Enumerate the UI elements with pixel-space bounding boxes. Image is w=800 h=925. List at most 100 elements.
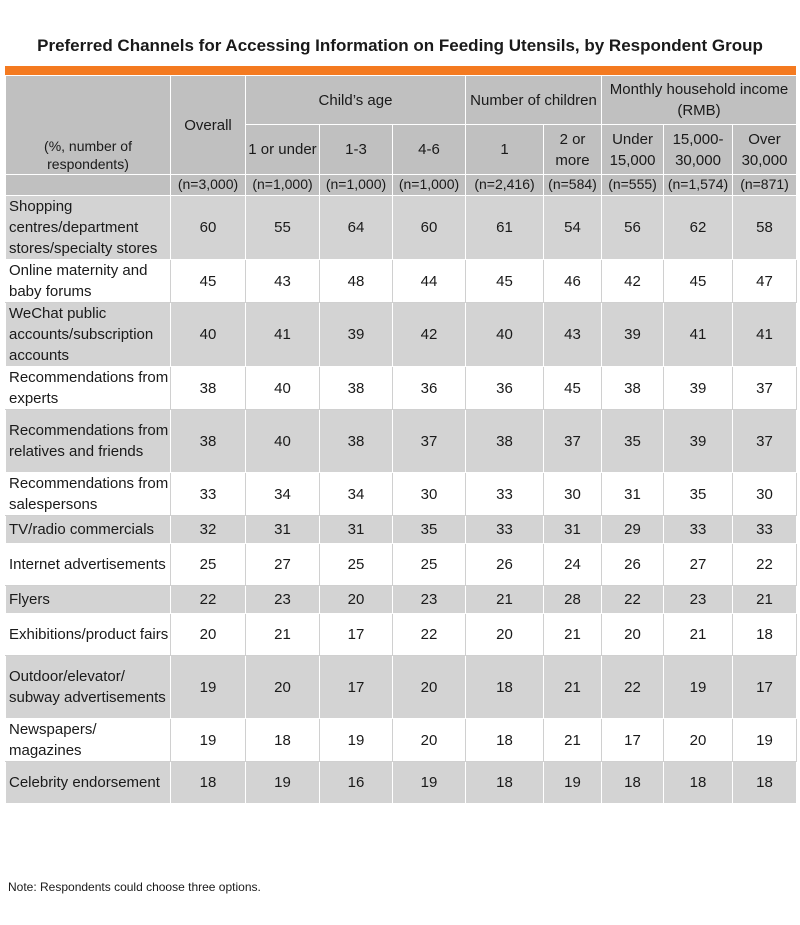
col-header: 2 or more (542, 124, 603, 175)
table-cell: 22 (601, 585, 665, 614)
table-cell: 37 (392, 409, 466, 473)
table-cell: 37 (732, 409, 798, 473)
table-cell: 18 (732, 761, 798, 804)
table-cell: 31 (601, 472, 665, 516)
table-cell: 34 (245, 472, 320, 516)
table-cell: 45 (663, 259, 734, 303)
table-cell: 39 (319, 302, 393, 367)
table-cell: 17 (319, 613, 393, 656)
table-cell: 19 (319, 718, 393, 762)
table-cell: 37 (542, 409, 603, 473)
col-header: 1 (465, 124, 544, 175)
table-cell: 17 (732, 655, 798, 719)
table-cell: 41 (663, 302, 734, 367)
table-cell: 20 (170, 613, 246, 656)
table-cell: 22 (170, 585, 246, 614)
table-cell: 18 (663, 761, 734, 804)
table-cell: 17 (319, 655, 393, 719)
table-cell: 18 (601, 761, 665, 804)
table-cell: 18 (465, 718, 544, 762)
sample-size: (n=555) (601, 174, 665, 196)
sample-size: (n=871) (732, 174, 798, 196)
table-cell: 21 (732, 585, 798, 614)
table-cell: 56 (601, 195, 665, 260)
row-label: Recommendations from salespersons (5, 472, 171, 516)
col-header: 1-3 (319, 124, 393, 175)
table-cell: 61 (465, 195, 544, 260)
table-cell: 26 (465, 543, 544, 586)
table-row: WeChat public accounts/subscription acco… (5, 302, 798, 367)
accent-bar (5, 66, 796, 75)
table-row: Exhibitions/product fairs 20 21 17 22 20 21 20 2… (5, 613, 798, 656)
table-cell: 38 (170, 409, 246, 473)
row-label: Outdoor/elevator/ subway advertisements (5, 655, 171, 719)
row-label: Exhibitions/product fairs (5, 613, 171, 656)
table-cell: 60 (392, 195, 466, 260)
table-cell: 21 (465, 585, 544, 614)
table-cell: 19 (170, 655, 246, 719)
table-cell: 25 (392, 543, 466, 586)
table-row: Flyers 22 23 20 23 21 28 22 23 21 (5, 585, 798, 614)
table-cell: 54 (542, 195, 603, 260)
col-header: 1 or under (245, 124, 320, 175)
col-header: 4-6 (392, 124, 466, 175)
table-row: Outdoor/elevator/ subway advertisements 1… (5, 655, 798, 719)
table-row: Celebrity endorsement 18 19 16 19 18 19 18 18 18 (5, 761, 798, 804)
table-cell: 18 (465, 761, 544, 804)
table-cell: 18 (732, 613, 798, 656)
table-cell: 22 (601, 655, 665, 719)
table-cell: 31 (542, 515, 603, 544)
table-cell: 21 (542, 718, 603, 762)
table-row: TV/radio commercials 32 31 31 35 33 31 29 33 33 (5, 515, 798, 544)
row-label: Newspapers/ magazines (5, 718, 171, 762)
table-cell: 62 (663, 195, 734, 260)
table-cell: 37 (732, 366, 798, 410)
group-header-age: Child’s age (245, 75, 466, 125)
table-cell: 27 (663, 543, 734, 586)
table-cell: 42 (601, 259, 665, 303)
table-row: Newspapers/ magazines 19 18 19 20 18 21 17 20 19 (5, 718, 798, 762)
table-cell: 20 (392, 718, 466, 762)
table-cell: 30 (392, 472, 466, 516)
table-cell: 33 (465, 515, 544, 544)
table-cell: 44 (392, 259, 466, 303)
table-cell: 31 (245, 515, 320, 544)
row-label: Celebrity endorsement (5, 761, 171, 804)
table-cell: 18 (245, 718, 320, 762)
table-cell: 43 (542, 302, 603, 367)
table-cell: 39 (663, 366, 734, 410)
table-cell: 21 (542, 613, 603, 656)
row-label: Recommendations from experts (5, 366, 171, 410)
chart-title: Preferred Channels for Accessing Informa… (37, 36, 763, 55)
table-cell: 60 (170, 195, 246, 260)
table-cell: 19 (542, 761, 603, 804)
unit-label: (%, number of respondents) (5, 75, 171, 175)
table-row: Recommendations from relatives and frien… (5, 409, 798, 473)
table-cell: 45 (170, 259, 246, 303)
table-cell: 20 (465, 613, 544, 656)
table-cell: 27 (245, 543, 320, 586)
table-cell: 33 (663, 515, 734, 544)
table-cell: 39 (663, 409, 734, 473)
table-cell: 33 (170, 472, 246, 516)
table-cell: 32 (170, 515, 246, 544)
table-cell: 40 (245, 366, 320, 410)
table-cell: 35 (392, 515, 466, 544)
table-cell: 40 (170, 302, 246, 367)
table-cell: 35 (601, 409, 665, 473)
table-cell: 23 (663, 585, 734, 614)
table-cell: 55 (245, 195, 320, 260)
table-row: Online maternity and baby forums 45 43 48 44… (5, 259, 798, 303)
table-cell: 21 (245, 613, 320, 656)
sample-size: (n=1,574) (663, 174, 734, 196)
sample-size: (n=2,416) (465, 174, 544, 196)
table-cell: 25 (319, 543, 393, 586)
group-header-children: Number of children (464, 75, 603, 125)
table-cell: 21 (663, 613, 734, 656)
table-cell: 58 (732, 195, 798, 260)
table-cell: 19 (392, 761, 466, 804)
table-cell: 40 (465, 302, 544, 367)
table-cell: 25 (170, 543, 246, 586)
col-header: 15,000-30,000 (663, 124, 734, 175)
table-cell: 20 (392, 655, 466, 719)
